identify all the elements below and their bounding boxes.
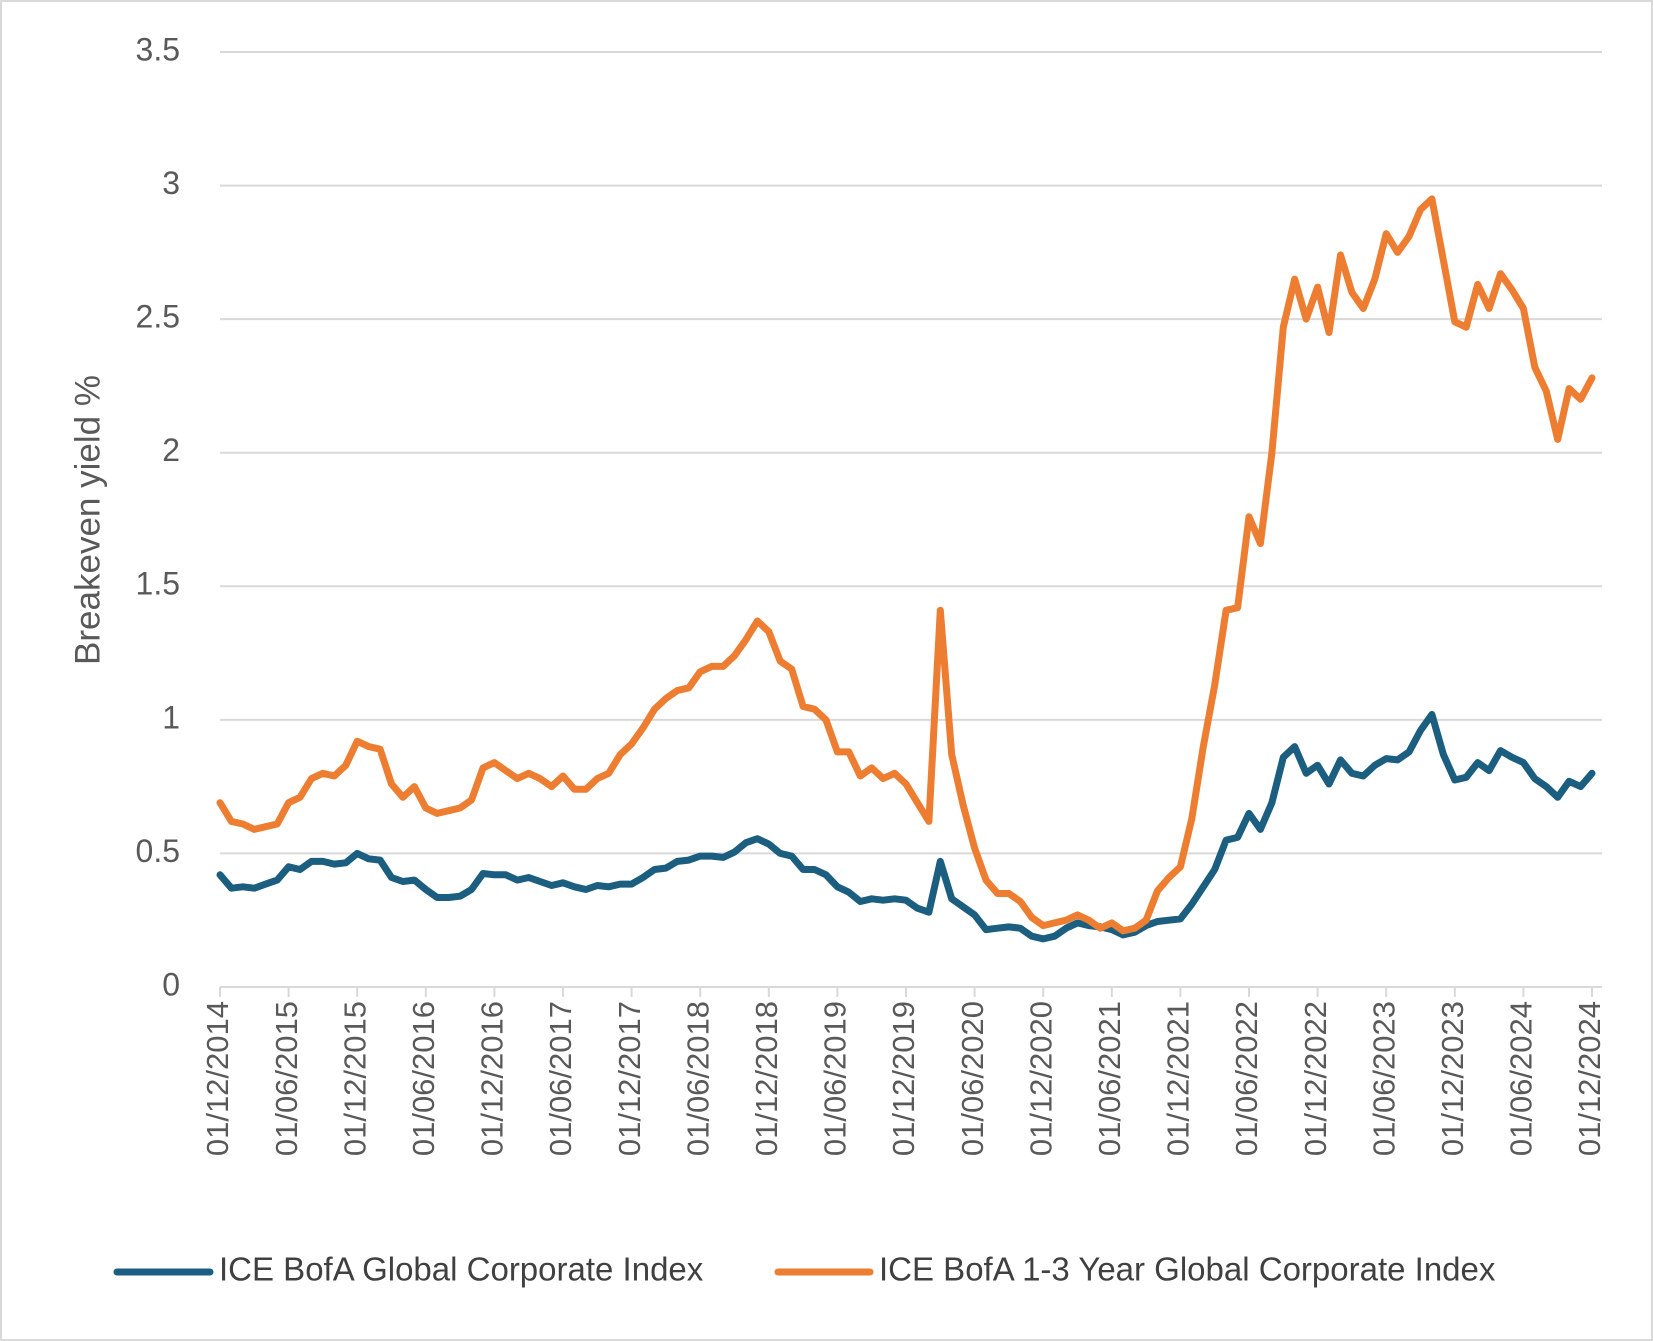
x-tick-label: 01/12/2014 — [200, 1001, 235, 1156]
y-tick-label: 0.5 — [136, 833, 180, 869]
x-tick-label: 01/06/2018 — [680, 1001, 715, 1156]
y-tick-label: 2 — [162, 432, 180, 468]
x-tick-label: 01/12/2017 — [612, 1001, 647, 1156]
x-tick-label: 01/12/2016 — [475, 1001, 510, 1156]
series-line — [216, 195, 1596, 935]
x-tick-label: 01/06/2021 — [1092, 1001, 1127, 1156]
y-tick-label: 1.5 — [136, 566, 180, 602]
y-tick-label: 1 — [162, 699, 180, 735]
x-tick-label: 01/06/2020 — [955, 1001, 990, 1156]
x-tick-label: 01/06/2019 — [818, 1001, 853, 1156]
x-tick-label: 01/06/2022 — [1229, 1001, 1264, 1156]
y-tick-label: 3.5 — [136, 31, 180, 67]
x-tick-label: 01/06/2023 — [1366, 1001, 1401, 1156]
legend-label: ICE BofA Global Corporate Index — [219, 1251, 704, 1288]
x-tick-label: 01/12/2021 — [1161, 1001, 1196, 1156]
x-tick-label: 01/06/2017 — [543, 1001, 578, 1156]
legend-label: ICE BofA 1-3 Year Global Corporate Index — [879, 1251, 1496, 1288]
x-tick-label: 01/12/2024 — [1572, 1001, 1607, 1156]
x-tick-label: 01/06/2024 — [1504, 1001, 1539, 1156]
series-line — [216, 711, 1596, 943]
x-tick-label: 01/12/2015 — [337, 1001, 372, 1156]
y-tick-label: 2.5 — [136, 299, 180, 335]
x-tick-label: 01/12/2018 — [749, 1001, 784, 1156]
x-tick-label: 01/06/2016 — [406, 1001, 441, 1156]
x-tick-label: 01/12/2019 — [886, 1001, 921, 1156]
x-tick-label: 01/12/2022 — [1298, 1001, 1333, 1156]
y-tick-label: 0 — [162, 966, 180, 1002]
y-tick-label: 3 — [162, 165, 180, 201]
x-tick-label: 01/06/2015 — [269, 1001, 304, 1156]
x-tick-label: 01/12/2023 — [1435, 1001, 1470, 1156]
y-axis-title: Breakeven yield % — [68, 375, 107, 665]
x-tick-label: 01/12/2020 — [1023, 1001, 1058, 1156]
